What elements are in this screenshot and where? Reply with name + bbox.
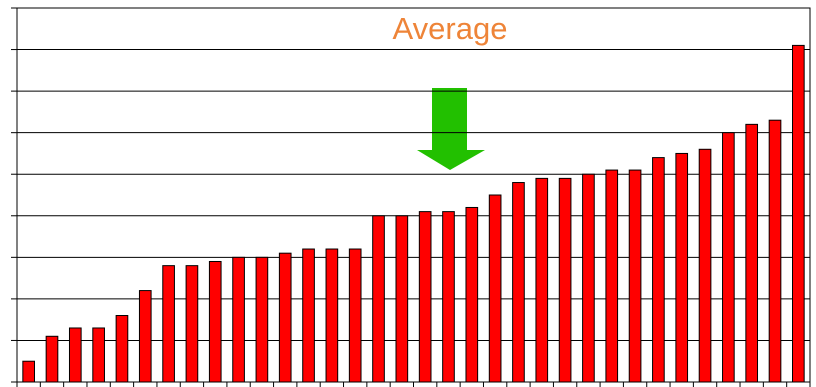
bar bbox=[92, 327, 105, 383]
bar bbox=[558, 177, 572, 383]
bar bbox=[138, 290, 152, 383]
bar bbox=[68, 327, 82, 383]
bar bbox=[348, 248, 362, 383]
bar bbox=[675, 152, 689, 383]
bar bbox=[792, 44, 805, 383]
bar bbox=[768, 119, 782, 383]
bar bbox=[232, 256, 245, 383]
bar bbox=[185, 265, 199, 383]
bar bbox=[512, 182, 525, 383]
bar bbox=[162, 265, 175, 383]
bar bbox=[115, 315, 129, 383]
plot-frame bbox=[16, 7, 811, 383]
bar bbox=[698, 148, 712, 383]
bar bbox=[488, 194, 502, 383]
bar bbox=[372, 215, 385, 383]
bar bbox=[652, 157, 665, 383]
bar bbox=[722, 132, 735, 383]
bar bbox=[395, 215, 409, 383]
bar bbox=[278, 252, 292, 383]
bar bbox=[418, 211, 432, 383]
bar bbox=[442, 211, 455, 383]
bar bbox=[302, 248, 315, 383]
bar bbox=[582, 173, 595, 383]
bar bbox=[628, 169, 642, 383]
bar bbox=[325, 248, 339, 383]
bar bbox=[745, 123, 759, 383]
bar bbox=[45, 335, 59, 383]
bar bbox=[535, 177, 549, 383]
bar bbox=[465, 206, 479, 383]
bar bbox=[255, 256, 269, 383]
bar bbox=[208, 260, 222, 383]
bar bbox=[22, 360, 35, 383]
arrow bbox=[417, 88, 485, 170]
bar bbox=[605, 169, 619, 383]
annotation: Average bbox=[393, 11, 508, 46]
